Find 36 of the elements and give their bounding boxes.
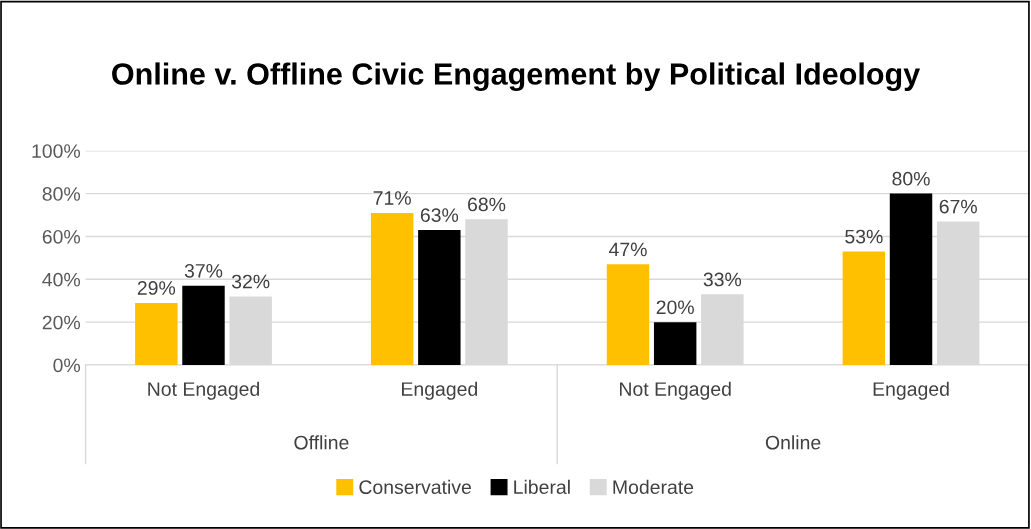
text: 71% <box>373 191 411 205</box>
y-tick-label: 100% <box>32 144 81 158</box>
text: 37% <box>184 263 223 278</box>
bar <box>182 285 225 366</box>
text: 20% <box>656 300 694 315</box>
bar <box>606 264 650 366</box>
text: 32% <box>231 274 270 289</box>
text: 47% <box>609 242 647 257</box>
bar <box>135 302 178 366</box>
text: Online <box>765 435 821 450</box>
bar <box>842 251 886 366</box>
chart-title: Online v. Offline Civic Engagement by Political Ideology <box>112 62 921 92</box>
y-tick-label: 40% <box>42 272 81 287</box>
bar <box>653 322 697 366</box>
text: 29% <box>137 281 176 295</box>
legend-label: Moderate <box>613 479 694 495</box>
x-tick-label: Not Engaged <box>148 381 259 400</box>
text: 68% <box>468 197 506 212</box>
bar <box>418 230 461 366</box>
bar <box>370 212 414 366</box>
text: 33% <box>703 272 742 287</box>
y-tick-label: 0% <box>53 358 81 373</box>
y-tick-label: 60% <box>42 229 81 244</box>
text: 67% <box>939 199 977 214</box>
x-tick-label: Engaged <box>873 381 949 400</box>
text: 53% <box>845 229 883 244</box>
legend-label: Liberal <box>514 479 570 495</box>
y-tick-label: 80% <box>42 187 81 201</box>
text: Offline <box>294 435 349 450</box>
text: 63% <box>420 208 459 223</box>
bar <box>889 193 933 366</box>
y-tick-label: 20% <box>42 315 81 330</box>
x-tick-label: Not Engaged <box>620 381 731 400</box>
legend-label: Conservative <box>359 479 471 495</box>
text: 80% <box>892 171 930 186</box>
x-tick-label: Engaged <box>402 381 478 400</box>
